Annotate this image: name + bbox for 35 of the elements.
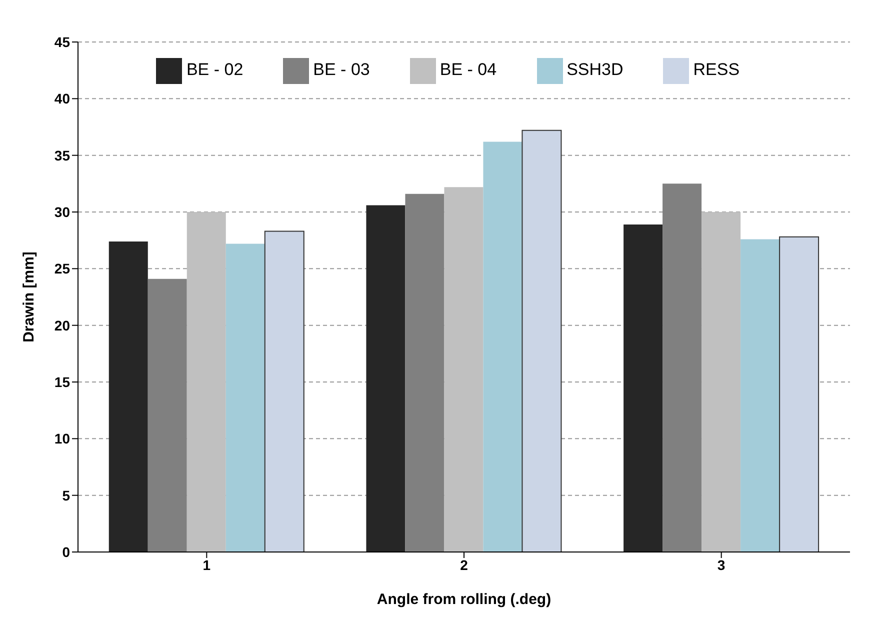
x-axis-title: Angle from rolling (.deg) xyxy=(376,591,552,608)
y-tick-label: 15 xyxy=(54,374,70,390)
legend-label: SSH3D xyxy=(566,60,624,80)
bar xyxy=(186,212,226,552)
y-tick-label: 0 xyxy=(62,544,70,560)
bar xyxy=(740,239,780,552)
bar xyxy=(444,187,484,552)
y-tick-label: 35 xyxy=(54,147,70,164)
bar xyxy=(662,184,702,552)
bar xyxy=(264,230,304,552)
bar xyxy=(779,236,820,552)
y-tick-label: 10 xyxy=(54,430,70,447)
x-tick-label: 2 xyxy=(460,556,468,573)
x-tick-label: 1 xyxy=(202,556,211,573)
bar xyxy=(226,244,265,552)
legend-label: BE - 03 xyxy=(313,60,370,80)
bar xyxy=(702,212,741,552)
bar xyxy=(405,194,444,552)
bar xyxy=(366,205,406,552)
y-axis-title: Drawin [mm] xyxy=(20,252,38,342)
y-tick-label: 40 xyxy=(54,90,70,107)
y-tick-label: 25 xyxy=(54,260,70,277)
y-tick-label: 45 xyxy=(54,34,70,50)
bar xyxy=(148,278,187,552)
y-tick-label: 5 xyxy=(62,487,70,504)
legend-label: BE - 04 xyxy=(440,60,497,80)
bar xyxy=(624,224,663,552)
y-tick-label: 20 xyxy=(54,317,70,334)
legend-label: BE - 02 xyxy=(186,60,244,80)
y-tick-label: 30 xyxy=(54,204,70,220)
bar xyxy=(483,142,522,552)
x-tick-label: 3 xyxy=(717,556,726,573)
bar xyxy=(522,130,562,552)
legend-label: RESS xyxy=(693,60,740,80)
bar xyxy=(108,241,148,552)
